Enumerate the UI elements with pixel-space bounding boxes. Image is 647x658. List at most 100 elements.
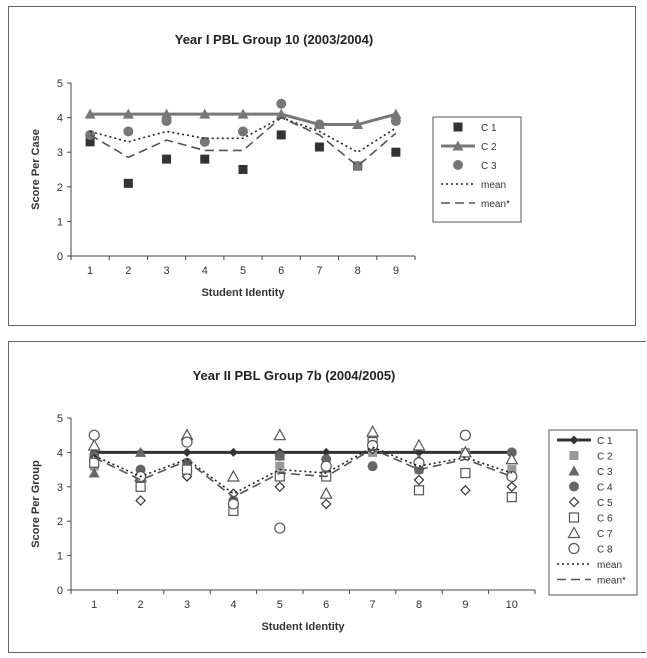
chart-year1-svg: Year I PBL Group 10 (2003/2004) 0 1 2 3 4 5 1 2 3… <box>30 32 522 299</box>
data-point-c-5 <box>460 484 471 496</box>
legend-label: C 2 <box>597 452 613 463</box>
data-point-c-8 <box>506 470 518 483</box>
series-mean-star <box>93 448 513 499</box>
data-point-c-2 <box>237 108 249 119</box>
series-c-7 <box>87 425 519 499</box>
series-c-2 <box>84 108 402 130</box>
legend-marker <box>569 435 579 445</box>
data-point-c-5 <box>274 481 286 493</box>
legend-label: C 1 <box>481 123 497 134</box>
x-tick-label: 4 <box>230 599 236 611</box>
x-tick-label: 10 <box>506 599 518 611</box>
series-c-8 <box>88 429 518 534</box>
data-point-c-1 <box>276 130 286 140</box>
legend-label: C 1 <box>597 436 613 447</box>
legend-marker <box>453 122 463 132</box>
y-tick-label: 0 <box>57 585 63 597</box>
legend-marker <box>452 140 464 151</box>
data-point-c-2 <box>507 465 517 475</box>
data-point-c-7 <box>366 425 380 437</box>
data-point-c-1 <box>414 447 424 457</box>
data-point-c-6 <box>506 492 517 503</box>
data-point-c-6 <box>274 471 285 482</box>
y-tick-label: 5 <box>57 413 63 425</box>
x-tick-label: 1 <box>87 265 93 277</box>
series-mean <box>89 116 397 154</box>
legend-label: mean* <box>481 199 510 210</box>
series-line-mean <box>93 446 513 495</box>
y-tick-label: 1 <box>57 551 63 563</box>
x-tick-label: 3 <box>184 599 190 611</box>
data-point-c-1 <box>228 447 238 457</box>
series-c-2 <box>89 447 517 509</box>
x-tick-label: 4 <box>202 265 208 277</box>
series-line-mean <box>89 116 397 154</box>
y-tick-label: 4 <box>57 447 63 459</box>
x-tick-label: 2 <box>138 599 144 611</box>
x-tick-label: 7 <box>370 599 376 611</box>
legend-marker <box>568 542 580 555</box>
data-point-c-1 <box>200 154 210 164</box>
data-point-c-6 <box>181 464 193 475</box>
data-point-c-8 <box>227 498 239 510</box>
legend-label: C 6 <box>597 514 613 525</box>
data-point-c-7 <box>87 438 101 451</box>
data-point-c-3 <box>135 446 147 457</box>
data-point-c-1 <box>314 142 324 152</box>
chart-panel-year1: Year I PBL Group 10 (2003/2004) 0 1 2 3 4 5 1 2 3… <box>8 6 636 326</box>
y-tick-label: 2 <box>57 516 63 528</box>
series-c-3 <box>85 98 401 172</box>
x-tick-label: 5 <box>277 599 283 611</box>
data-point-c-1 <box>85 137 95 147</box>
y-tick-label: 3 <box>57 147 63 159</box>
y-tick-label: 0 <box>57 251 63 263</box>
x-tick-label: 8 <box>416 599 422 611</box>
legend-label: mean* <box>597 576 626 587</box>
x-axis-label: Student Identity <box>201 287 285 299</box>
y-axis-label: Score Per Case <box>30 129 42 210</box>
data-point-c-7 <box>412 438 426 451</box>
data-point-c-4 <box>506 447 517 458</box>
x-tick-label: 5 <box>240 265 246 277</box>
data-point-c-8 <box>274 522 286 534</box>
data-point-c-1 <box>321 447 331 457</box>
legend-label: C 3 <box>597 467 613 478</box>
data-point-c-3 <box>161 116 172 127</box>
data-point-c-8 <box>459 429 471 441</box>
series-c-4 <box>89 430 517 506</box>
data-point-c-1 <box>123 178 133 188</box>
data-point-c-6 <box>413 485 425 496</box>
data-point-c-2 <box>84 108 96 119</box>
x-tick-label: 9 <box>393 265 399 277</box>
data-point-c-2 <box>352 119 364 130</box>
x-tick-label: 6 <box>323 599 329 611</box>
chart-title: Year II PBL Group 7b (2004/2005) <box>193 368 396 383</box>
data-point-c-2 <box>390 108 402 119</box>
legend-label: mean <box>597 560 622 571</box>
data-point-c-2 <box>199 108 211 119</box>
legend-label: mean <box>481 180 506 191</box>
y-tick-label: 5 <box>57 78 63 90</box>
data-point-c-7 <box>273 428 287 441</box>
data-point-c-7 <box>458 445 472 458</box>
data-point-c-4 <box>367 461 378 472</box>
data-point-c-5 <box>135 495 146 506</box>
data-point-c-3 <box>199 136 210 147</box>
series-c-6 <box>89 436 517 516</box>
data-point-c-8 <box>88 429 100 441</box>
legend-marker <box>568 465 580 476</box>
data-point-c-7 <box>226 469 240 482</box>
legend-label: C 4 <box>597 483 613 494</box>
legend-box <box>548 429 638 596</box>
data-point-c-5 <box>506 481 518 493</box>
x-tick-label: 2 <box>125 265 131 277</box>
legend-label: C 5 <box>597 498 613 509</box>
chart-year2-svg: Year II PBL Group 7b (2004/2005) 0 1 2 3 4 5 1 2… <box>30 368 638 633</box>
data-point-c-3 <box>123 126 134 137</box>
data-point-c-3 <box>390 116 401 127</box>
legend: C 1 C 2 C 3 mean mean* <box>432 116 522 223</box>
legend: C 1 C 2 C 3 C 4 C 5 C 6 C 7 C 8 mean mean* <box>548 429 638 596</box>
data-point-c-1 <box>238 165 248 174</box>
data-point-c-2 <box>275 461 285 471</box>
data-point-c-5 <box>320 498 332 510</box>
